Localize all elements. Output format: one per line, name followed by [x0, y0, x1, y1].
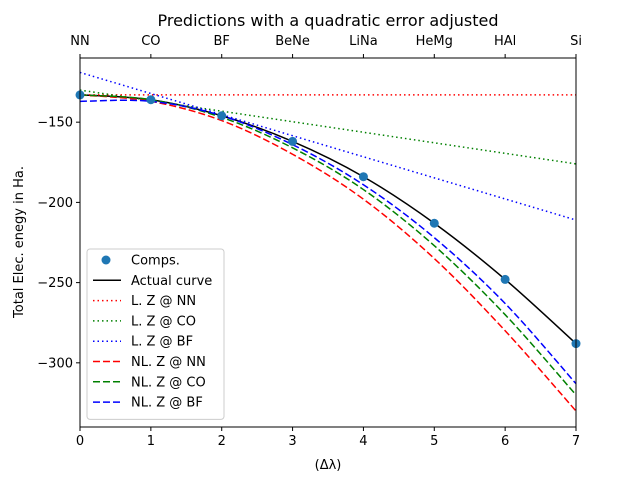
x-tick-label: 3 [288, 434, 296, 449]
legend-label: L. Z @ NN [131, 294, 196, 309]
top-tick-label: BeNe [275, 34, 310, 49]
legend-marker [101, 255, 111, 265]
legend-label: L. Z @ BF [131, 335, 193, 350]
points-layer [75, 90, 581, 349]
x-tick-label: 1 [147, 434, 155, 449]
x-axis-label: (Δλ) [315, 458, 342, 473]
y-tick-label: −150 [37, 116, 73, 131]
legend-label: NL. Z @ CO [131, 375, 206, 390]
y-axis-label: Total Elec. enegy in Ha. [12, 166, 27, 319]
legend-box [86, 248, 225, 420]
top-tick-label: LiNa [349, 34, 378, 49]
legend: Comps. Actual curve L. Z @ NN L. Z @ CO L. Z… [86, 248, 225, 420]
data-point [146, 95, 156, 105]
top-axis: NN CO BF BeNe LiNa HeMg HAl Si [70, 34, 582, 58]
x-tick-label: 5 [430, 434, 438, 449]
data-point [217, 111, 227, 121]
top-tick-label: Si [570, 34, 582, 49]
top-tick-label: HeMg [416, 34, 453, 49]
legend-label: NL. Z @ BF [131, 396, 203, 411]
y-axis: −150 −200 −250 −300 [37, 116, 80, 371]
series-line-3 [80, 71, 576, 221]
x-axis: 0 1 2 3 4 5 6 7 [76, 427, 580, 449]
y-tick-label: −200 [37, 196, 73, 211]
top-tick-label: HAl [494, 34, 516, 49]
legend-label: Actual curve [131, 274, 212, 289]
x-tick-label: 2 [218, 434, 226, 449]
x-tick-label: 0 [76, 434, 84, 449]
y-tick-label: −250 [37, 276, 73, 291]
top-tick-label: BF [214, 34, 230, 49]
data-point [429, 218, 439, 228]
plot-frame [79, 57, 577, 428]
data-point [288, 136, 298, 146]
x-tick-label: 7 [572, 434, 580, 449]
series-line-4 [80, 94, 576, 412]
legend-label: NL. Z @ NN [131, 355, 206, 370]
legend-label: L. Z @ CO [131, 314, 196, 329]
legend-label: Comps. [131, 254, 180, 269]
y-tick-label: −300 [37, 356, 73, 371]
top-tick-label: NN [70, 34, 89, 49]
data-point [500, 274, 510, 284]
series-line-6 [80, 99, 576, 385]
x-tick-label: 6 [501, 434, 509, 449]
series-line-5 [80, 94, 576, 396]
x-tick-label: 4 [359, 434, 367, 449]
top-tick-label: CO [141, 34, 160, 49]
data-point [358, 172, 368, 182]
chart-title: Predictions with a quadratic error adjus… [157, 11, 498, 30]
